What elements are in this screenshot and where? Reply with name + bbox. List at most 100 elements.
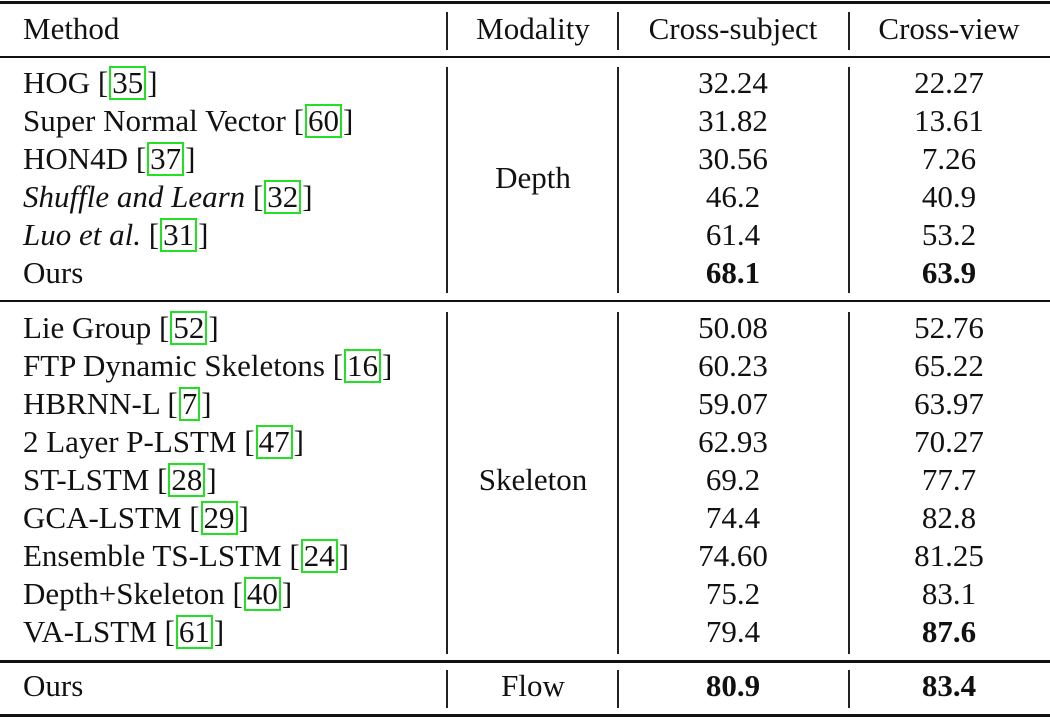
cross-view-cell: 82.8 xyxy=(921,500,977,535)
method-cell: HBRNN-L [7] xyxy=(23,386,212,421)
table-row: FTP Dynamic Skeletons [16] 60.23 65.22 xyxy=(0,347,1050,385)
cross-subject-cell: 80.9 xyxy=(705,668,761,703)
col-separator xyxy=(848,12,850,50)
cross-view-cell: 22.27 xyxy=(914,65,984,100)
cross-view-cell: 7.26 xyxy=(921,141,977,176)
cross-subject-cell: 79.4 xyxy=(705,614,761,649)
header-modality: Modality xyxy=(476,11,590,46)
cross-view-cell: 87.6 xyxy=(921,614,977,649)
bottom-rule xyxy=(0,714,1050,717)
col-separator xyxy=(446,312,448,654)
cross-subject-cell: 60.23 xyxy=(698,348,768,383)
method-cell: Luo et al. [31] xyxy=(23,217,209,252)
citation-link[interactable]: 61 xyxy=(175,615,213,649)
cross-view-cell: 77.7 xyxy=(921,462,977,497)
method-name: Depth+Skeleton xyxy=(23,576,225,611)
citation-link[interactable]: 60 xyxy=(304,104,342,138)
cross-subject-cell: 69.2 xyxy=(705,462,761,497)
cross-subject-cell: 61.4 xyxy=(705,217,761,252)
method-cell: Ours xyxy=(23,254,83,292)
citation-link[interactable]: 7 xyxy=(178,387,201,421)
method-name: Ours xyxy=(23,668,84,703)
cross-subject-cell: 75.2 xyxy=(705,576,761,611)
table-row: Ours 80.9 83.4 xyxy=(0,667,1050,705)
method-cell: Ours xyxy=(23,667,83,705)
method-name: HOG xyxy=(23,65,91,100)
cross-view-cell: 65.22 xyxy=(914,348,984,383)
method-cell: Shuffle and Learn [32] xyxy=(23,179,313,214)
method-name: VA-LSTM xyxy=(23,614,157,649)
col-separator xyxy=(617,67,619,293)
cross-view-cell: 63.9 xyxy=(921,255,977,290)
header-method: Method xyxy=(23,11,120,46)
table-row: Ours 68.1 63.9 xyxy=(0,254,1050,292)
cross-subject-cell: 74.4 xyxy=(705,500,761,535)
method-name: Luo et al. xyxy=(23,217,141,252)
cross-view-cell: 53.2 xyxy=(921,217,977,252)
table-row: Shuffle and Learn [32] 46.2 40.9 xyxy=(0,178,1050,216)
citation-link[interactable]: 37 xyxy=(147,142,185,176)
citation-link[interactable]: 31 xyxy=(160,218,198,252)
table-row: HBRNN-L [7] 59.07 63.97 xyxy=(0,385,1050,423)
method-cell: FTP Dynamic Skeletons [16] xyxy=(23,348,393,383)
cross-subject-cell: 50.08 xyxy=(698,310,768,345)
method-name: HON4D xyxy=(23,141,129,176)
table-row: Super Normal Vector [60] 31.82 13.61 xyxy=(0,102,1050,140)
method-name: ST-LSTM xyxy=(23,462,150,497)
cross-view-cell: 81.25 xyxy=(914,538,984,573)
citation-link[interactable]: 32 xyxy=(264,180,302,214)
col-separator xyxy=(848,312,850,654)
col-separator xyxy=(446,670,448,708)
cross-view-cell: 70.27 xyxy=(914,424,984,459)
cross-subject-cell: 46.2 xyxy=(705,179,761,214)
method-cell: ST-LSTM [28] xyxy=(23,462,217,497)
citation-link[interactable]: 16 xyxy=(344,349,382,383)
method-name: GCA-LSTM xyxy=(23,500,182,535)
citation-link[interactable]: 35 xyxy=(109,66,147,100)
citation-link[interactable]: 29 xyxy=(200,501,238,535)
table-row: GCA-LSTM [29] 74.4 82.8 xyxy=(0,499,1050,537)
modality-label: Depth xyxy=(495,160,571,195)
cross-subject-cell: 68.1 xyxy=(705,255,761,290)
method-cell: HOG [35] xyxy=(23,65,158,100)
col-separator xyxy=(848,67,850,293)
citation-link[interactable]: 28 xyxy=(168,463,206,497)
method-cell: GCA-LSTM [29] xyxy=(23,500,249,535)
cross-subject-cell: 31.82 xyxy=(698,103,768,138)
col-separator xyxy=(617,312,619,654)
group-rule-2 xyxy=(0,660,1050,663)
method-name: Shuffle and Learn xyxy=(23,179,246,214)
method-cell: Depth+Skeleton [40] xyxy=(23,576,293,611)
method-name: Ensemble TS-LSTM xyxy=(23,538,282,573)
group-rule-1 xyxy=(0,300,1050,302)
modality-label: Skeleton xyxy=(478,462,588,497)
table-row: VA-LSTM [61] 79.4 87.6 xyxy=(0,613,1050,651)
table-row: Luo et al. [31] 61.4 53.2 xyxy=(0,216,1050,254)
method-cell: Lie Group [52] xyxy=(23,310,219,345)
method-cell: VA-LSTM [61] xyxy=(23,614,225,649)
cross-subject-cell: 59.07 xyxy=(698,386,768,421)
cross-subject-cell: 32.24 xyxy=(698,65,768,100)
col-separator xyxy=(617,12,619,50)
cross-view-cell: 13.61 xyxy=(914,103,984,138)
method-name: 2 Layer P-LSTM xyxy=(23,424,237,459)
table-row: HOG [35] 32.24 22.27 xyxy=(0,64,1050,102)
method-name: HBRNN-L xyxy=(23,386,160,421)
table-row: Lie Group [52] 50.08 52.76 xyxy=(0,309,1050,347)
table-row: ST-LSTM [28] 69.2 77.7 xyxy=(0,461,1050,499)
method-name: FTP Dynamic Skeletons xyxy=(23,348,325,383)
cross-view-cell: 40.9 xyxy=(921,179,977,214)
citation-link[interactable]: 40 xyxy=(243,577,281,611)
table-row: 2 Layer P-LSTM [47] 62.93 70.27 xyxy=(0,423,1050,461)
cross-view-cell: 63.97 xyxy=(914,386,984,421)
cross-view-cell: 52.76 xyxy=(914,310,984,345)
citation-link[interactable]: 47 xyxy=(255,425,293,459)
method-name: Super Normal Vector xyxy=(23,103,286,138)
citation-link[interactable]: 24 xyxy=(300,539,338,573)
header-cross-view: Cross-view xyxy=(878,11,1020,46)
citation-link[interactable]: 52 xyxy=(170,311,208,345)
header-cross-subject: Cross-subject xyxy=(648,11,818,46)
method-name: Ours xyxy=(23,255,84,290)
table-row: HON4D [37] 30.56 7.26 xyxy=(0,140,1050,178)
cross-subject-cell: 30.56 xyxy=(698,141,768,176)
